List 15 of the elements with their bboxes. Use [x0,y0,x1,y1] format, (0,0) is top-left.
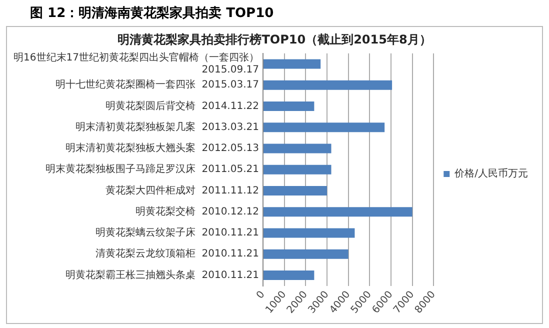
y-tick-label: 明黄花梨霸王枨三抽翘头条桌 2010.11.21 [65,268,259,281]
legend-label: 价格/人民币万元 [454,168,528,180]
y-tick-label: 明末清初黄花梨独板大翘头案 2012.05.13 [65,142,259,154]
y-tick-label: 明末黄花梨独板围子马蹄足罗汉床 2011.05.21 [45,163,259,176]
y-tick-label: 明黄花梨交椅 2010.12.12 [135,205,259,218]
y-tick-label: 黄花梨大四件柜成对 2011.11.12 [105,184,259,196]
x-tick-label: 0 [254,289,268,302]
y-tick-label: 明末清初黄花梨独板架几案 2013.03.21 [75,120,259,133]
y-tick-label: 明16世纪末17世纪初黄花梨四出头官帽椅（一套四张） 2015.09.17 [14,52,259,76]
y-tick-label: 清黄花梨云龙纹顶箱柜 2010.11.21 [95,248,259,260]
y-tick-label: 明黄花梨圆后背交椅 2014.11.22 [105,100,259,112]
y-tick-label: 明黄花梨螭云纹架子床 2010.11.21 [95,226,259,239]
chart-title: 明清黄花梨家具拍卖排行榜TOP10（截止到2015年8月） [118,32,432,46]
caption: 图 12：明清海南黄花梨家具拍卖 TOP10 [29,4,275,23]
y-tick-label: 明十七世纪黄花梨圈椅一套四张 2015.03.17 [55,78,259,91]
